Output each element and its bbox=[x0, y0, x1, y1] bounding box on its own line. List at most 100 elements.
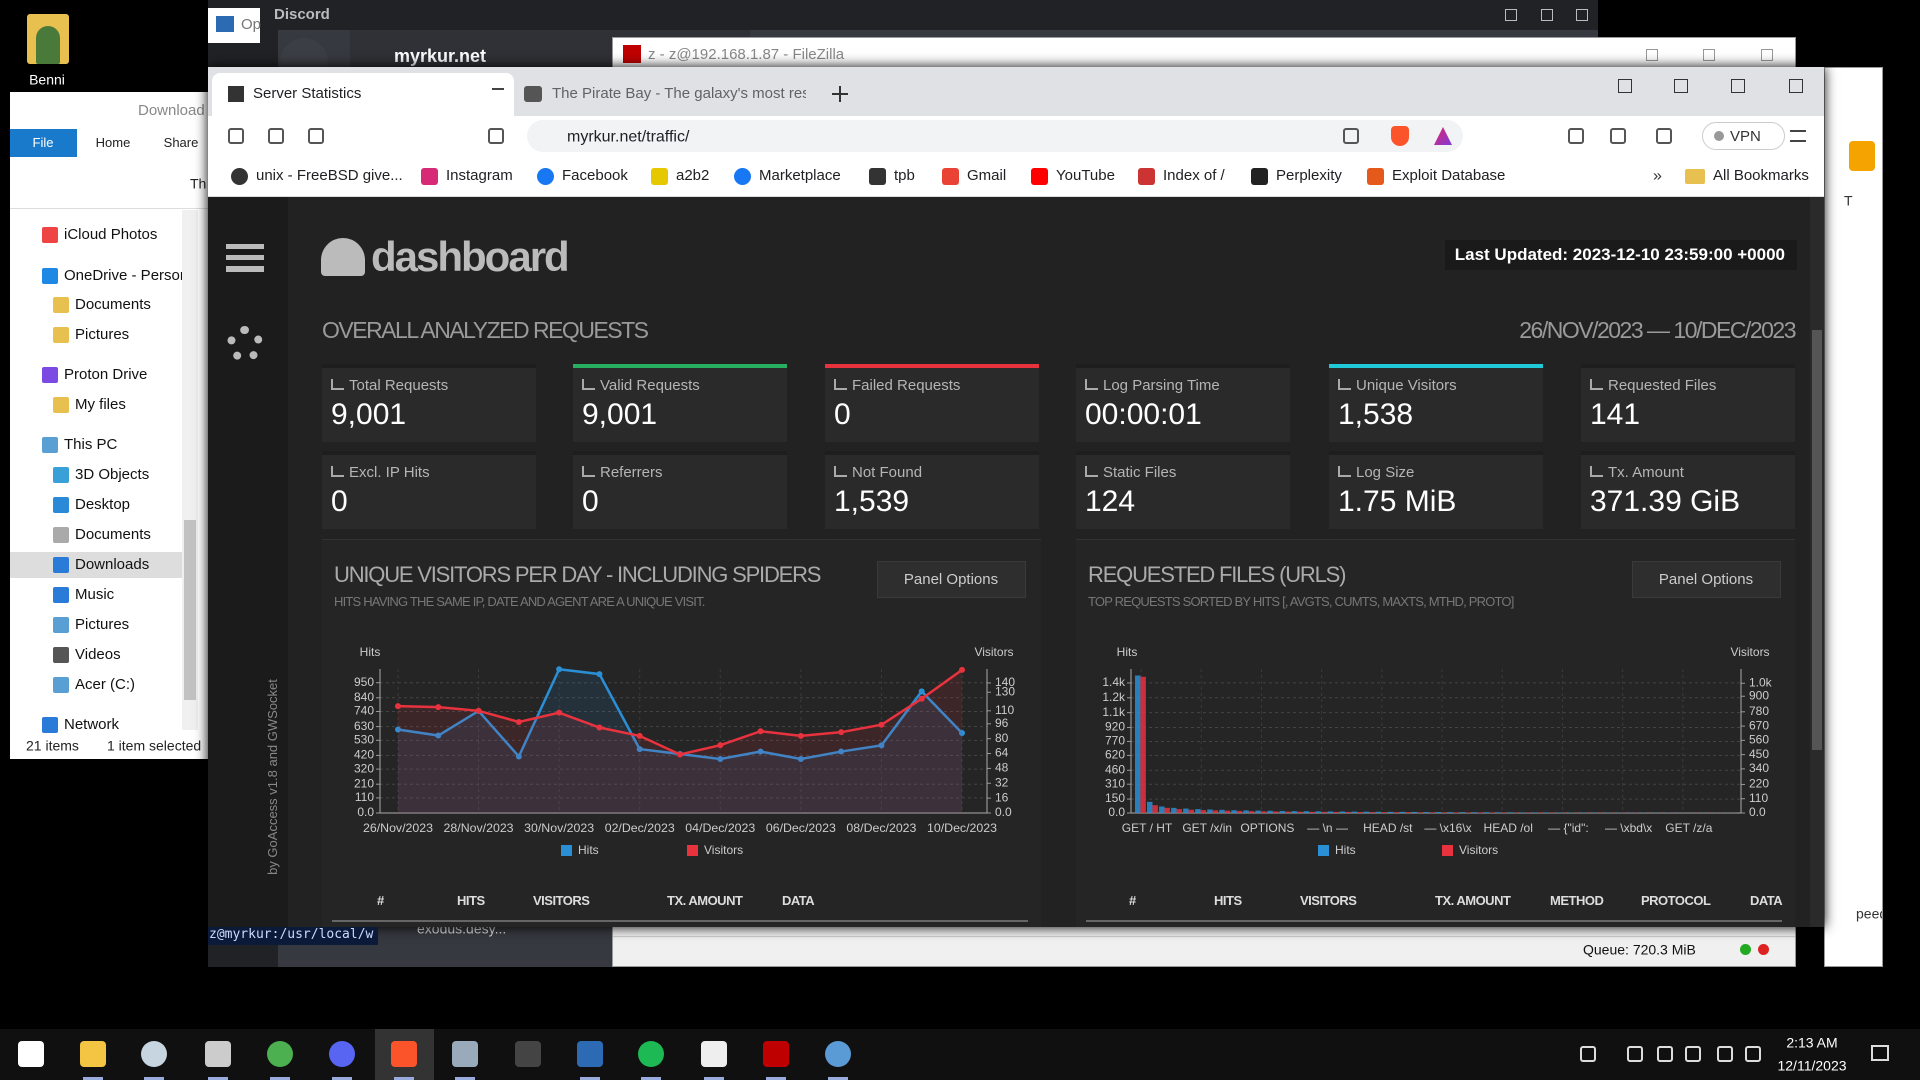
table-header[interactable]: HITS bbox=[1214, 893, 1242, 909]
tray-icon[interactable] bbox=[1717, 1046, 1733, 1062]
hamburger-menu[interactable] bbox=[226, 244, 264, 272]
taskbar-icon[interactable] bbox=[638, 1041, 664, 1067]
bookmark[interactable]: a2b2 bbox=[676, 167, 710, 184]
panel-options-button[interactable] bbox=[1632, 561, 1781, 598]
nav-item[interactable]: Documents bbox=[75, 526, 151, 543]
nav-item[interactable]: Videos bbox=[75, 646, 121, 663]
bookmark[interactable]: Perplexity bbox=[1276, 167, 1342, 184]
ribbon-tab[interactable]: File bbox=[32, 135, 54, 151]
ribbon-tab[interactable]: Home bbox=[95, 135, 131, 151]
panel-options-label[interactable]: Panel Options bbox=[1658, 571, 1754, 588]
toolbar-button[interactable] bbox=[1656, 128, 1672, 144]
bookmark[interactable]: Gmail bbox=[967, 167, 1007, 184]
nav-item[interactable]: Downloads bbox=[75, 556, 150, 573]
table-header[interactable]: # bbox=[377, 893, 384, 909]
window-control[interactable] bbox=[1731, 79, 1745, 93]
bookmarks-overflow[interactable]: » bbox=[1653, 167, 1662, 185]
table-header[interactable]: # bbox=[1129, 893, 1136, 909]
tray-icon[interactable] bbox=[1657, 1046, 1673, 1062]
taskbar-icon[interactable] bbox=[701, 1041, 727, 1067]
bookmark[interactable]: Marketplace bbox=[759, 167, 841, 184]
all-bookmarks[interactable]: All Bookmarks bbox=[1713, 167, 1809, 184]
tray-icon[interactable] bbox=[1745, 1046, 1761, 1062]
tray-icon[interactable] bbox=[1580, 1046, 1596, 1062]
clock-date[interactable]: 12/11/2023 bbox=[1777, 1057, 1847, 1074]
taskbar-icon[interactable] bbox=[452, 1041, 478, 1067]
window-control[interactable] bbox=[1618, 79, 1632, 93]
nav-item[interactable]: My files bbox=[75, 396, 126, 413]
window-control[interactable] bbox=[1761, 49, 1773, 61]
table-header[interactable]: VISITORS bbox=[1300, 893, 1357, 909]
table-header[interactable]: HITS bbox=[457, 893, 485, 909]
taskbar-icon[interactable] bbox=[18, 1041, 44, 1067]
taskbar-icon[interactable] bbox=[80, 1041, 106, 1067]
bookmark[interactable]: Index of / bbox=[1163, 167, 1225, 184]
nav-item[interactable]: Proton Drive bbox=[64, 366, 148, 383]
bookmark[interactable]: tpb bbox=[894, 167, 915, 184]
taskbar-icon[interactable] bbox=[391, 1041, 417, 1067]
taskbar-icon[interactable] bbox=[825, 1041, 851, 1067]
window-control[interactable] bbox=[1674, 79, 1688, 93]
clock-time[interactable]: 2:13 AM bbox=[1786, 1034, 1838, 1051]
tab-title[interactable]: Server Statistics bbox=[253, 85, 362, 102]
nav-item[interactable]: 3D Objects bbox=[75, 466, 150, 483]
table-header[interactable]: VISITORS bbox=[533, 893, 590, 909]
table-header[interactable]: METHOD bbox=[1550, 893, 1604, 909]
nav-item[interactable]: Network bbox=[64, 716, 120, 733]
panel-options-button[interactable] bbox=[877, 561, 1026, 598]
toolbar-button[interactable] bbox=[1343, 128, 1359, 144]
nav-item[interactable]: iCloud Photos bbox=[64, 226, 158, 243]
toolbar-button[interactable] bbox=[1610, 128, 1626, 144]
nav-item[interactable]: OneDrive - Person bbox=[64, 267, 189, 284]
address-bar[interactable]: Th bbox=[190, 175, 207, 192]
nav-item[interactable]: Pictures bbox=[75, 616, 130, 633]
bookmark[interactable]: Facebook bbox=[562, 167, 628, 184]
new-tab[interactable] bbox=[832, 86, 848, 102]
table-header[interactable]: DATA bbox=[1750, 893, 1783, 909]
tab-title[interactable]: The Pirate Bay - The galaxy's most resi bbox=[552, 85, 806, 102]
taskbar-icon[interactable] bbox=[141, 1041, 167, 1067]
taskbar-icon[interactable] bbox=[205, 1041, 231, 1067]
nav-item[interactable]: Desktop bbox=[75, 496, 131, 513]
url-bar[interactable] bbox=[527, 120, 1463, 152]
nav-item[interactable]: Acer (C:) bbox=[75, 676, 135, 693]
active-tab[interactable] bbox=[212, 73, 514, 116]
window-control[interactable] bbox=[1576, 9, 1588, 21]
bookmark[interactable]: Instagram bbox=[446, 167, 513, 184]
bookmark[interactable]: Exploit Database bbox=[1392, 167, 1506, 184]
nav-item[interactable]: This PC bbox=[64, 436, 118, 453]
desktop-icon-label[interactable]: Benni bbox=[29, 71, 65, 88]
notification-button[interactable] bbox=[1871, 1045, 1889, 1061]
taskbar-icon[interactable] bbox=[515, 1041, 541, 1067]
window-control[interactable] bbox=[1646, 49, 1658, 61]
nav-item[interactable]: Pictures bbox=[75, 326, 130, 343]
panel-options-label[interactable]: Panel Options bbox=[903, 571, 999, 588]
tab-close[interactable] bbox=[492, 88, 504, 102]
window-control[interactable] bbox=[1789, 79, 1803, 93]
table-header[interactable]: PROTOCOL bbox=[1641, 893, 1711, 909]
toolbar-button[interactable] bbox=[1568, 128, 1584, 144]
menu-button[interactable] bbox=[1790, 130, 1806, 142]
vpn-button[interactable] bbox=[1702, 122, 1785, 150]
url-text[interactable]: myrkur.net/traffic/ bbox=[567, 128, 690, 146]
taskbar-icon[interactable] bbox=[329, 1041, 355, 1067]
toolbar-button[interactable] bbox=[228, 128, 244, 144]
table-header[interactable]: TX. AMOUNT bbox=[1435, 893, 1511, 909]
toolbar-button[interactable] bbox=[268, 128, 284, 144]
server-name[interactable]: myrkur.net bbox=[394, 46, 487, 67]
nav-item[interactable]: Music bbox=[75, 586, 115, 603]
toolbar-button[interactable] bbox=[488, 128, 504, 144]
taskbar-icon[interactable] bbox=[763, 1041, 789, 1067]
window-control[interactable] bbox=[1703, 49, 1715, 61]
vpn-label[interactable]: VPN bbox=[1730, 128, 1761, 145]
brave-shield[interactable] bbox=[1391, 126, 1409, 146]
bookmark[interactable]: unix - FreeBSD give... bbox=[256, 167, 403, 184]
toolbar-button[interactable] bbox=[308, 128, 324, 144]
tray-icon[interactable] bbox=[1627, 1046, 1643, 1062]
nav-item[interactable]: Documents bbox=[75, 296, 151, 313]
ribbon-tab[interactable]: Share bbox=[163, 135, 199, 151]
window-control[interactable] bbox=[1541, 9, 1553, 21]
bookmark[interactable]: YouTube bbox=[1056, 167, 1115, 184]
table-header[interactable]: TX. AMOUNT bbox=[667, 893, 743, 909]
tray-icon[interactable] bbox=[1685, 1046, 1701, 1062]
